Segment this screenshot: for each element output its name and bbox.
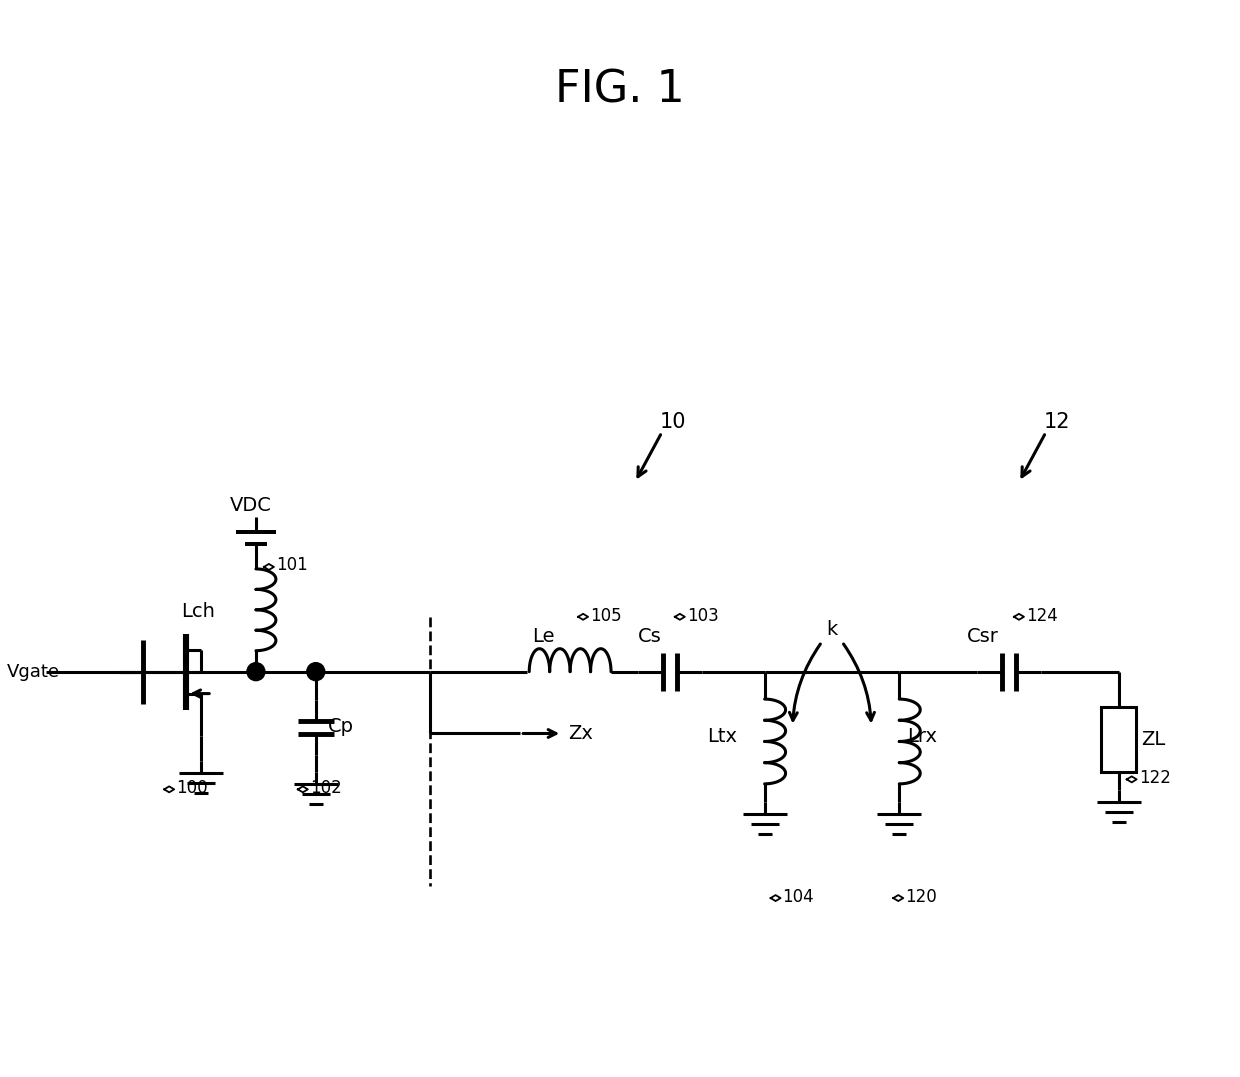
Text: 122: 122 <box>1138 769 1171 787</box>
Text: Lrx: Lrx <box>908 727 937 746</box>
Text: 103: 103 <box>687 606 718 625</box>
Text: Cp: Cp <box>327 717 353 736</box>
Text: 104: 104 <box>782 889 815 906</box>
Text: Zx: Zx <box>568 724 593 743</box>
Bar <box>1101 708 1136 772</box>
Text: 105: 105 <box>590 606 621 625</box>
Text: Lch: Lch <box>181 602 215 621</box>
Text: ZL: ZL <box>1141 730 1164 749</box>
Text: VDC: VDC <box>229 496 272 515</box>
Text: 124: 124 <box>1025 606 1058 625</box>
Text: Csr: Csr <box>967 627 999 646</box>
Text: 12: 12 <box>1044 412 1070 432</box>
Text: 101: 101 <box>275 556 308 574</box>
Text: Le: Le <box>532 627 554 646</box>
Text: 10: 10 <box>660 412 687 432</box>
Text: k: k <box>826 620 837 640</box>
Circle shape <box>247 662 265 681</box>
Text: Vgate: Vgate <box>6 662 60 681</box>
Text: 102: 102 <box>310 780 341 797</box>
Text: 120: 120 <box>905 889 937 906</box>
Circle shape <box>306 662 325 681</box>
Text: Cs: Cs <box>637 627 662 646</box>
Text: Ltx: Ltx <box>707 727 737 746</box>
Text: 100: 100 <box>176 780 208 797</box>
Text: FIG. 1: FIG. 1 <box>556 68 684 111</box>
